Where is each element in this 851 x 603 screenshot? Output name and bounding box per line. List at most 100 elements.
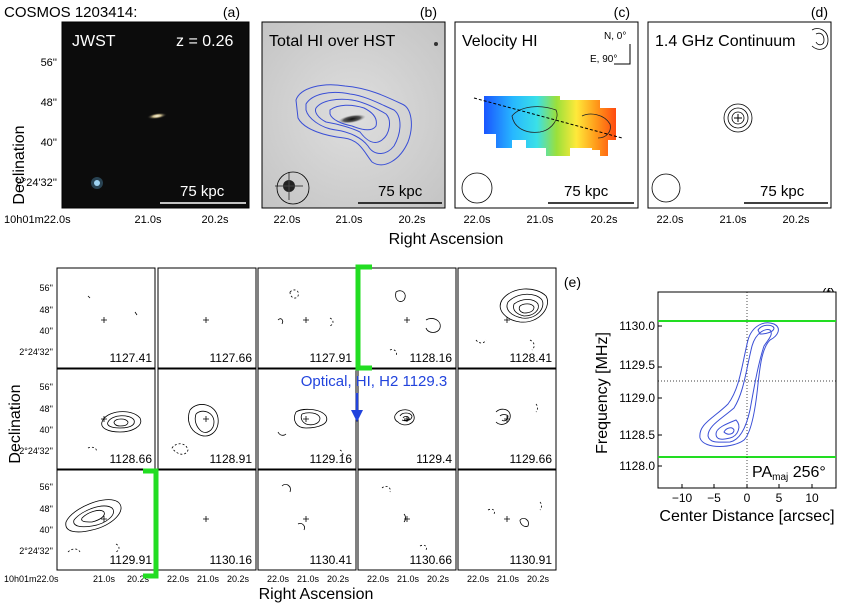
pv-ticks [658,325,813,488]
compass-north: N, 0° [604,31,626,42]
svg-text:1129.16: 1129.16 [310,452,353,466]
channel-labels-row-2: 1128.66 1128.91 1129.16 1129.4 1129.66 [110,452,553,466]
svg-text:56'': 56'' [40,283,54,293]
channel-row-2: 1128.66 1128.91 1129.16 1129.4 1129.66 [56,368,557,470]
pv-contours [699,322,779,447]
major-axis-line [473,97,623,139]
optical-hi-h2-annotation: Optical, HI, H2 1129.3 [301,373,447,390]
c-ra-21: 21.0s [527,214,554,226]
svg-text:10: 10 [805,491,819,505]
channel-band-brackets [143,264,372,579]
svg-text:21.0s: 21.0s [497,574,520,584]
svg-text:1130.0: 1130.0 [619,319,655,333]
channel-x-axis-label: Right Ascension [259,586,374,603]
svg-text:1129.4: 1129.4 [416,452,452,466]
pv-frame [657,291,837,489]
ra-tick-21: 21.0s [135,214,162,226]
svg-text:1128.41: 1128.41 [510,351,553,365]
dec-tick-32: 2°24'32'' [16,177,57,189]
dec-tick-48: 48'' [41,97,57,109]
c-ra-20: 20.2s [591,214,618,226]
svg-text:56'': 56'' [40,382,54,392]
ra-tick-first: 10h01m22.0s [4,214,71,226]
dec-tick-40: 40'' [41,137,57,149]
compass-icon [614,44,631,65]
panel-b-scalebar-label: 75 kpc [378,183,423,200]
panel-f: (f) −10 −5 0 5 [594,285,837,525]
svg-text:56'': 56'' [40,482,54,492]
channel-ra-ticks: 10h01m22.0s 21.0s 20.2s 22.0s 21.0s 20.2… [4,574,550,584]
panel-c-tag: (c) [614,4,630,20]
svg-text:1130.91: 1130.91 [510,553,553,567]
svg-text:1129.91: 1129.91 [110,553,153,567]
panel-b: Total HI over HST (b) 75 kpc 22.0s 21.0s… [261,4,446,226]
svg-text:1128.0: 1128.0 [619,459,655,473]
pv-pa-label: PAmaj 256° [752,464,826,483]
channel-y-axis-label: Declination [7,384,24,463]
svg-text:2°24'32'': 2°24'32'' [19,546,53,556]
d-ra-22: 22.0s [657,214,684,226]
panel-e-tag: (e) [564,274,581,290]
panel-d-tag: (d) [811,4,828,20]
top-x-axis-label: Right Ascension [389,231,504,248]
svg-text:1129.0: 1129.0 [619,391,655,405]
d-ra-20: 20.2s [783,214,810,226]
svg-text:1130.16: 1130.16 [210,553,253,567]
svg-text:1127.66: 1127.66 [210,351,253,365]
svg-text:1128.16: 1128.16 [410,351,453,365]
panel-a-redshift: z = 0.26 [176,33,233,50]
panel-a-title: JWST [72,33,116,50]
svg-text:0: 0 [744,491,751,505]
b-ra-20: 20.2s [399,214,426,226]
jwst-star [94,180,100,186]
panel-d-title: 1.4 GHz Continuum [655,33,796,50]
panel-c: Velocity HI (c) N, 0° E, 90° 75 kpc 22.0… [454,4,639,226]
svg-text:5: 5 [776,491,783,505]
dec-tick-56: 56'' [41,57,57,69]
ra-tick-20: 20.2s [202,214,229,226]
pv-y-axis-label: Frequency [MHz] [594,332,611,454]
pv-x-axis-label: Center Distance [arcsec] [659,508,834,525]
svg-text:21.0s: 21.0s [297,574,320,584]
svg-text:2°24'32'': 2°24'32'' [19,446,53,456]
channel-labels-row-3: 1129.91 1130.16 1130.41 1130.66 1130.91 [110,553,553,567]
svg-text:20.2s: 20.2s [227,574,250,584]
svg-text:22.0s: 22.0s [367,574,390,584]
jwst-galaxy [147,112,167,120]
svg-text:48'': 48'' [40,504,54,514]
channel-labels-row-1: 1127.41 1127.66 1127.91 1128.16 1128.41 [110,351,553,365]
channel-row-3: 1129.91 1130.16 1130.41 1130.66 1130.91 [56,469,557,571]
panel-b-tag: (b) [420,4,437,20]
top-y-axis-label: Declination [11,125,28,204]
svg-text:1130.66: 1130.66 [410,553,453,567]
svg-text:1130.41: 1130.41 [310,553,353,567]
pv-ytick-labels: 1130.0 1129.5 1129.0 1128.5 1128.0 [619,319,655,473]
svg-text:40'': 40'' [40,425,54,435]
panel-b-title: Total HI over HST [269,33,395,50]
continuum-contours [723,28,829,133]
svg-text:1128.5: 1128.5 [619,428,655,442]
svg-text:1127.41: 1127.41 [110,351,153,365]
pv-xtick-labels: −10 −5 0 5 10 [672,491,819,505]
panel-a-tag: (a) [223,4,240,20]
svg-text:−5: −5 [707,491,721,505]
svg-text:22.0s: 22.0s [467,574,490,584]
b-ra-22: 22.0s [274,214,301,226]
svg-text:40'': 40'' [40,326,54,336]
panel-d: 1.4 GHz Continuum (d) 75 kpc 22.0s 21.0s… [647,4,832,226]
svg-text:1128.91: 1128.91 [210,452,253,466]
svg-text:2°24'32'': 2°24'32'' [19,347,53,357]
arrow-head-icon [351,410,363,422]
svg-text:20.2s: 20.2s [327,574,350,584]
svg-text:21.0s: 21.0s [93,574,116,584]
channel-row-1: 1127.41 1127.66 1127.91 1128.16 1128.41 [56,267,557,369]
svg-text:10h01m22.0s: 10h01m22.0s [4,574,59,584]
panel-a-scalebar-label: 75 kpc [180,183,225,200]
svg-text:20.2s: 20.2s [127,574,150,584]
panel-c-title: Velocity HI [462,33,538,50]
svg-text:40'': 40'' [40,525,54,535]
svg-text:48'': 48'' [40,404,54,414]
channel-dec-ticks: 56'' 48'' 40'' 2°24'32'' 56'' 48'' 40'' … [19,283,53,556]
svg-text:22.0s: 22.0s [167,574,190,584]
